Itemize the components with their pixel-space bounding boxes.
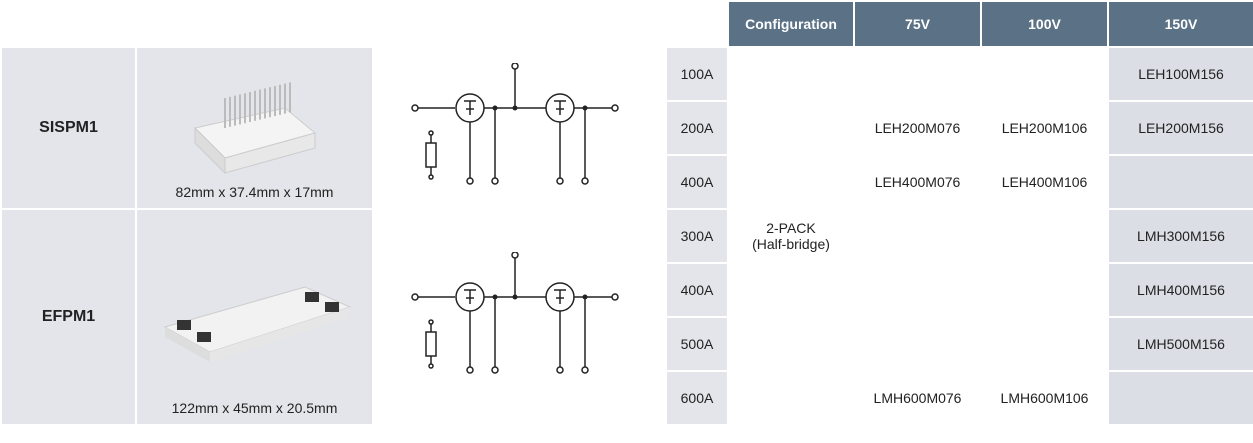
table-row: 600A LMH600M076 LMH600M106: [1, 370, 1253, 426]
part-number: LEH100M156: [1107, 46, 1253, 102]
header-cell: Configuration: [727, 0, 855, 48]
part-number: [1107, 370, 1253, 426]
product-image: [163, 286, 351, 362]
current: 600A: [665, 370, 729, 426]
product-table: Configuration 75V 100V 150V SISPM1 82mm x…: [0, 0, 1253, 426]
product-image: [193, 82, 316, 175]
header-cell: 100V: [980, 0, 1109, 48]
part-number: LEH200M156: [1107, 100, 1253, 156]
module-name: EFPM1: [0, 208, 137, 426]
part-number: LEH200M106: [980, 100, 1109, 156]
part-number: LEH200M076: [853, 100, 982, 156]
current: 300A: [665, 208, 729, 264]
part-number: LEH400M076: [853, 154, 982, 210]
dimensions: 82mm x 37.4mm x 17mm: [175, 184, 334, 200]
table-row: SISPM1 82mm x 37.4mm x 17mm 100A 2-PACK (Ha…: [0, 46, 1253, 426]
dimensions: 122mm x 45mm x 20.5mm: [171, 400, 338, 416]
configuration: 2-PACK (Half-bridge): [727, 46, 855, 426]
part-number: [980, 208, 1109, 264]
part-number: [1107, 154, 1253, 210]
part-number: [853, 46, 982, 102]
part-number: [853, 262, 982, 318]
configuration-line: 2-PACK: [766, 220, 816, 236]
header-cell: 150V: [1107, 0, 1253, 48]
module-image: 82mm x 37.4mm x 17mm: [135, 46, 374, 210]
circuit-cell: [372, 46, 667, 210]
part-number: [853, 316, 982, 372]
current: 400A: [665, 262, 729, 318]
part-number: [980, 316, 1109, 372]
current: 200A: [665, 100, 729, 156]
table-row: 400A LEH400M076 LEH400M106: [1, 154, 1253, 210]
part-number: LMH300M156: [1107, 208, 1253, 264]
part-number: [853, 208, 982, 264]
circuit-diagram: [410, 252, 619, 374]
header-cell: 75V: [853, 0, 982, 48]
table-row: 400A LMH400M156: [1, 262, 1253, 318]
part-number: LMH500M156: [1107, 316, 1253, 372]
part-number: LMH400M156: [1107, 262, 1253, 318]
part-number: LEH400M106: [980, 154, 1109, 210]
table-row: EFPM1 122mm x 45mm x 20.5mm 300A LMH300M15…: [0, 208, 1253, 426]
module-name: SISPM1: [0, 46, 137, 210]
part-number: LMH600M106: [980, 370, 1109, 426]
module-image: 122mm x 45mm x 20.5mm: [135, 208, 374, 426]
current: 400A: [665, 154, 729, 210]
table-row: 500A LMH500M156: [1, 316, 1253, 372]
header-row: Configuration 75V 100V 150V: [0, 0, 1253, 48]
current: 500A: [665, 316, 729, 372]
part-number: [980, 46, 1109, 102]
configuration-line: (Half-bridge): [752, 236, 830, 252]
part-number: [980, 262, 1109, 318]
circuit-diagram: [410, 63, 619, 185]
table-row: 200A LEH200M076 LEH200M106 LEH200M156: [1, 100, 1253, 156]
part-number: LMH600M076: [853, 370, 982, 426]
circuit-cell: [372, 208, 667, 426]
current: 100A: [665, 46, 729, 102]
